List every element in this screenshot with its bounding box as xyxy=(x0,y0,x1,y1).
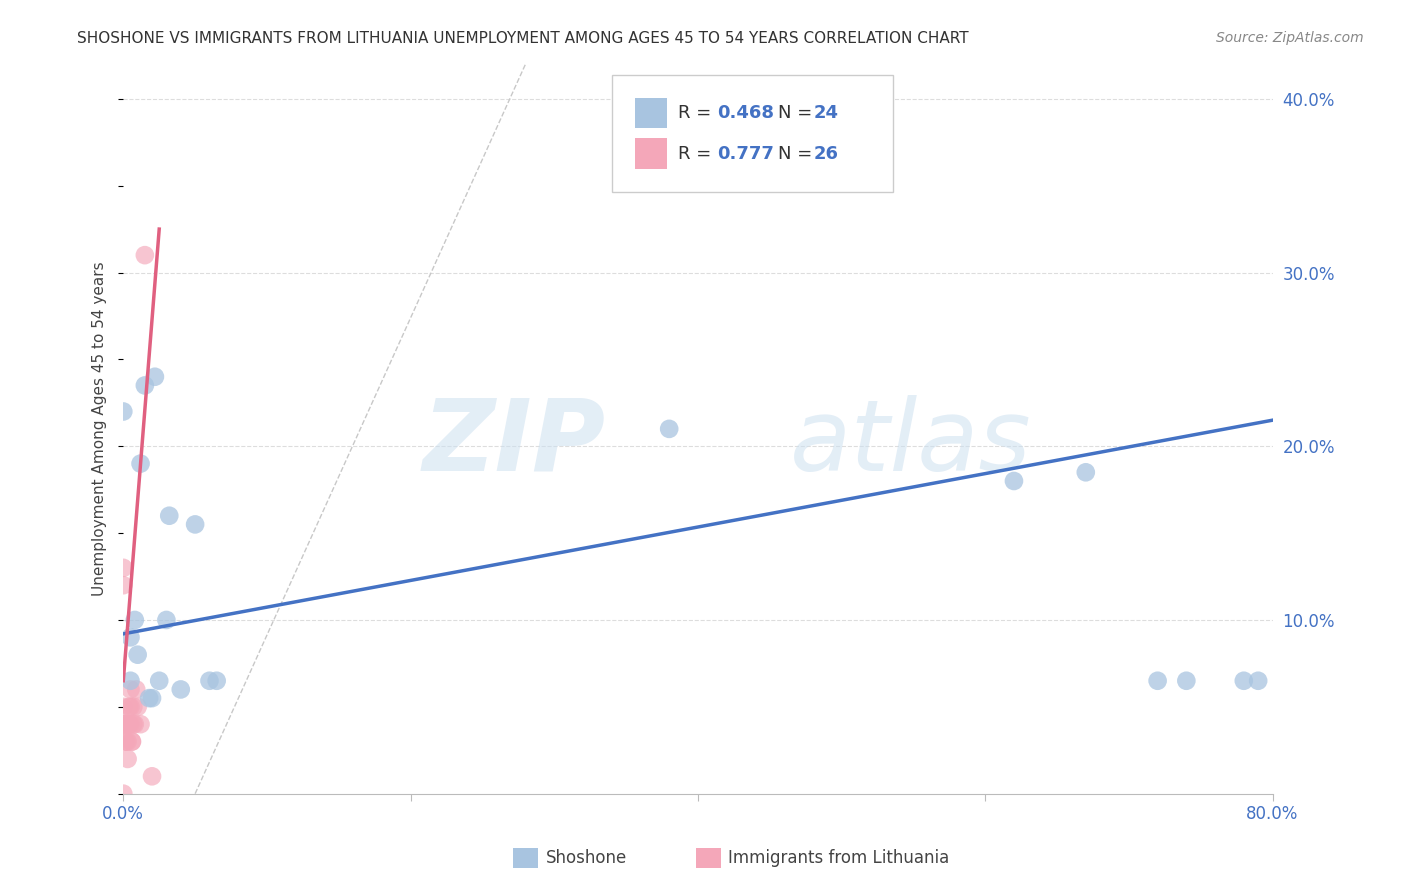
Text: R =: R = xyxy=(678,104,717,122)
Text: SHOSHONE VS IMMIGRANTS FROM LITHUANIA UNEMPLOYMENT AMONG AGES 45 TO 54 YEARS COR: SHOSHONE VS IMMIGRANTS FROM LITHUANIA UN… xyxy=(77,31,969,46)
Text: 24: 24 xyxy=(814,104,839,122)
Point xyxy=(118,699,141,714)
Point xyxy=(148,673,170,688)
Point xyxy=(117,752,139,766)
Point xyxy=(120,717,142,731)
Point xyxy=(129,457,152,471)
Point xyxy=(205,673,228,688)
Text: N =: N = xyxy=(779,145,818,163)
Point xyxy=(134,248,156,262)
Point xyxy=(141,691,163,706)
Point xyxy=(120,682,142,697)
Text: Source: ZipAtlas.com: Source: ZipAtlas.com xyxy=(1216,31,1364,45)
Point xyxy=(658,422,681,436)
Point xyxy=(129,717,152,731)
Point xyxy=(124,717,146,731)
Point xyxy=(115,734,138,748)
Text: 0.468: 0.468 xyxy=(717,104,775,122)
Text: 0.777: 0.777 xyxy=(717,145,775,163)
Text: R =: R = xyxy=(678,145,717,163)
Point xyxy=(120,630,142,644)
FancyBboxPatch shape xyxy=(612,75,893,192)
Point xyxy=(1002,474,1025,488)
Point xyxy=(121,734,143,748)
Point xyxy=(1175,673,1198,688)
FancyBboxPatch shape xyxy=(634,138,666,169)
Point xyxy=(112,717,135,731)
Point xyxy=(112,699,135,714)
Point xyxy=(122,717,145,731)
Point xyxy=(198,673,221,688)
Text: N =: N = xyxy=(779,104,818,122)
Point xyxy=(138,691,160,706)
Point xyxy=(157,508,180,523)
Point xyxy=(134,378,156,392)
Point xyxy=(1247,673,1270,688)
Point xyxy=(184,517,207,532)
Point xyxy=(127,699,149,714)
Point xyxy=(1074,465,1097,479)
Point xyxy=(115,717,138,731)
Text: 26: 26 xyxy=(814,145,839,163)
Text: Immigrants from Lithuania: Immigrants from Lithuania xyxy=(728,849,949,867)
FancyBboxPatch shape xyxy=(634,97,666,128)
Point xyxy=(112,578,135,592)
Point xyxy=(112,561,135,575)
Point xyxy=(114,717,136,731)
Point xyxy=(1233,673,1256,688)
Point xyxy=(125,682,148,697)
Point xyxy=(114,734,136,748)
Point xyxy=(1146,673,1168,688)
Text: atlas: atlas xyxy=(790,395,1032,492)
Point xyxy=(117,734,139,748)
Point xyxy=(124,613,146,627)
Y-axis label: Unemployment Among Ages 45 to 54 years: Unemployment Among Ages 45 to 54 years xyxy=(93,261,107,596)
Point xyxy=(155,613,177,627)
Point xyxy=(143,369,166,384)
Point xyxy=(112,404,135,418)
Text: ZIP: ZIP xyxy=(423,395,606,492)
Point xyxy=(127,648,149,662)
Point xyxy=(112,787,135,801)
Text: Shoshone: Shoshone xyxy=(546,849,627,867)
Point xyxy=(118,717,141,731)
Point xyxy=(120,673,142,688)
Point xyxy=(121,734,143,748)
Point xyxy=(122,699,145,714)
Point xyxy=(170,682,193,697)
Point xyxy=(141,769,163,783)
Point xyxy=(120,699,142,714)
